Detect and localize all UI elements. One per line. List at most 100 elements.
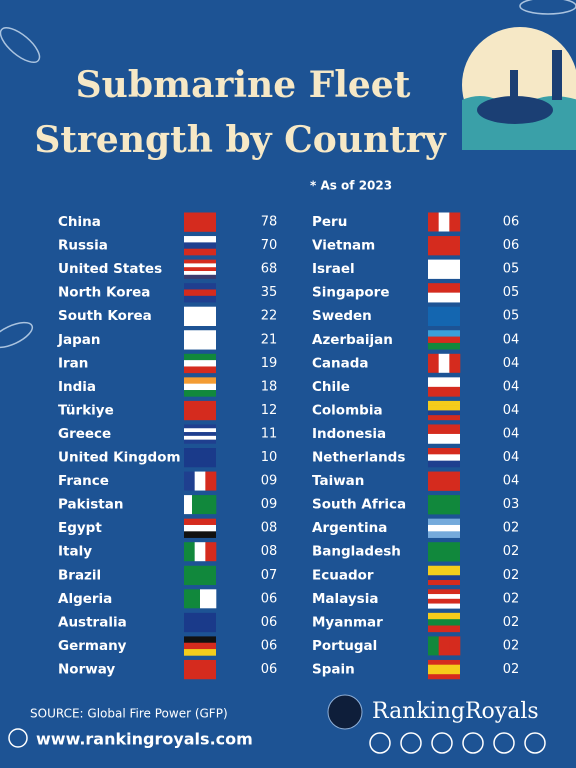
flag-stripe [184,259,216,264]
country-name: Chile [312,379,350,395]
flag-stripe [428,518,460,526]
flag-stripe [428,575,460,581]
flag [428,283,460,303]
country-name: Pakistan [58,497,123,513]
flag-stripe [428,598,460,604]
country-name: Greece [58,426,111,442]
social-icons [369,732,546,754]
fleet-count: 02 [503,568,520,583]
table-row: Taiwan 04 [312,471,519,491]
country-name: Canada [312,355,369,371]
flag [184,236,216,256]
flag-stripe [184,377,216,384]
table-row: Australia 06 [58,612,277,633]
flag-stripe [428,531,460,538]
country-name: Ecuador [312,567,374,583]
table-row: Sweden 05 [312,306,520,326]
table-row: Spain 02 [312,659,519,680]
flag-stripe [184,636,216,644]
social-icon[interactable] [431,732,453,754]
fleet-count: 18 [261,379,278,394]
country-name: Sweden [312,308,372,324]
flag-stripe [449,212,461,232]
table-row: France 09 [58,471,277,491]
flag-stripe [184,471,195,491]
flag-stripe [428,405,460,411]
flag-stripe [428,292,460,303]
flag-stripe [428,410,460,416]
flag-stripe [428,612,460,620]
country-name: Peru [312,214,347,230]
country-name: France [58,473,109,489]
flag-stripe [184,659,216,680]
flag-stripe [184,565,216,586]
flag-stripe [428,542,460,562]
fleet-count: 04 [503,379,520,394]
table-row: Canada 04 [312,353,519,373]
social-icon[interactable] [462,732,484,754]
table-row: Portugal 02 [312,636,519,656]
website[interactable]: www.rankingroyals.com [36,730,253,749]
flag-stripe [205,542,217,562]
country-name: Egypt [58,520,102,536]
flag [184,212,216,232]
table-row: Netherlands 04 [312,448,520,468]
fleet-count: 09 [261,497,278,512]
flag [184,565,216,586]
flag-stripe [200,589,217,609]
ranking-table: China 78 Russia 70 United States 68 North Kore… [57,212,520,680]
table-row: United Kingdom 10 [58,448,277,468]
social-icon[interactable] [493,732,515,754]
flag [428,636,461,656]
globe-icon [8,728,28,748]
country-name: Russia [58,238,108,254]
fleet-count: 04 [503,450,520,465]
country-name: Spain [312,661,355,677]
fleet-count: 05 [503,309,520,324]
table-row: Azerbaijan 04 [312,330,519,350]
country-name: Germany [58,638,127,654]
table-row: Malaysia 02 [312,589,519,609]
flag-stripe [428,448,460,455]
flag-stripe [428,306,460,326]
flag-stripe [428,336,460,344]
flag-stripe [428,565,460,571]
flag-stripe [184,390,216,397]
country-name: India [58,379,96,395]
table-row: South Korea 22 [58,306,277,326]
flag [428,259,460,279]
country-name: North Korea [58,285,150,301]
flag-stripe [428,570,460,576]
flag-stripe [428,283,460,293]
fleet-count: 02 [503,544,520,559]
flag [184,259,216,279]
flag-stripe [184,649,216,656]
fleet-count: 05 [503,262,520,277]
fleet-count: 04 [503,426,520,441]
flag-stripe [428,212,439,232]
social-icon[interactable] [400,732,422,754]
country-name: Brazil [58,567,101,583]
logo-badge [462,27,576,150]
flag-stripe [184,542,195,562]
table-row: Ecuador 02 [312,565,520,586]
social-icon[interactable] [369,732,391,754]
table-row: Israel 05 [312,259,520,279]
country-name: Argentina [312,520,387,536]
note: * As of 2023 [310,179,392,193]
country-name: Vietnam [312,238,375,254]
flag-stripe [184,448,216,468]
social-icon[interactable] [524,732,546,754]
flag [184,353,216,374]
flag-stripe [428,495,460,515]
flag [184,659,216,680]
flag-stripe [428,377,460,388]
flag-stripe [428,669,460,675]
flag [428,518,460,538]
flag-stripe [184,242,216,250]
country-name: Iran [58,355,88,371]
fleet-count: 12 [261,403,278,418]
country-name: Italy [58,544,92,560]
flag-stripe [184,439,216,444]
